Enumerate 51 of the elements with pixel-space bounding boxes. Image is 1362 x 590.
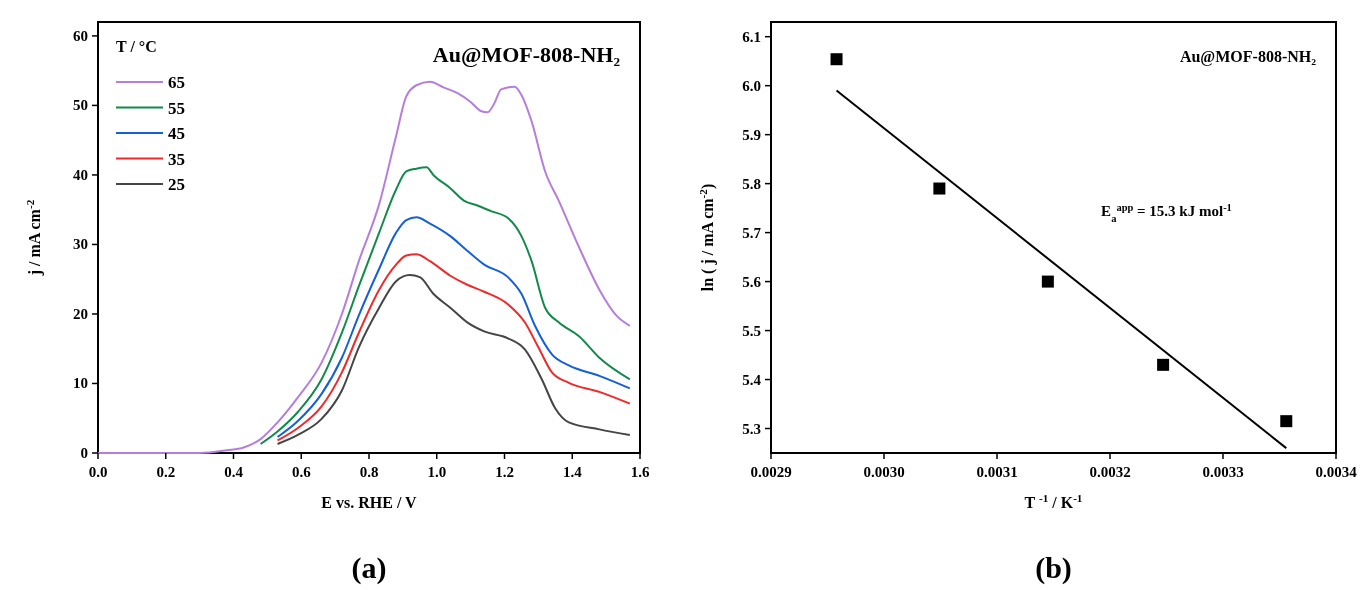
point [1041, 275, 1054, 288]
x-tick-label: 0.0034 [1315, 464, 1358, 480]
y-tick-label: 5.7 [742, 224, 762, 241]
x-tick-label: 0.6 [291, 464, 312, 480]
annotation: E$_{a}$$^{app}$ = 15.3 kJ mol$^{-1}$ [1101, 201, 1232, 224]
text: Au@MOF-808-NH₂ [1179, 48, 1317, 66]
legend-label: 55 [168, 98, 185, 118]
text: (a) [351, 551, 387, 585]
x-tick-label: 1.4 [562, 464, 583, 480]
y-tick-label: 30 [73, 236, 88, 253]
legend-label: 35 [168, 149, 185, 169]
y-tick-label: 5.8 [742, 175, 761, 192]
y-tick-label: 10 [73, 375, 88, 392]
x-tick-label: 0.0 [88, 464, 108, 480]
x-tick-label: 0.8 [359, 464, 379, 480]
point [933, 182, 946, 195]
legend-label: 65 [168, 73, 185, 92]
line-series [259, 166, 631, 445]
y-tick-label: 60 [73, 27, 88, 44]
y-tick-label: 6.0 [742, 77, 761, 94]
x-tick-label: 0.0031 [976, 464, 1018, 480]
y-tick-label: 20 [73, 305, 88, 322]
x-tick-label: 0.2 [156, 464, 176, 480]
x-tick-label: 1.2 [495, 464, 514, 480]
y-tick-label: 5.6 [742, 273, 762, 290]
point [1280, 415, 1293, 428]
y-tick-label: 5.9 [742, 126, 761, 143]
x-tick-label: 0.0032 [1089, 464, 1131, 480]
text: Au@MOF-808-NH₂ [432, 42, 621, 67]
legend-label: 45 [168, 124, 185, 143]
x-axis-title: T $^{-1}$ / K$^{-1}$ [1024, 492, 1083, 511]
legend-title: T / °C [116, 38, 157, 55]
y-tick-label: 5.5 [742, 322, 761, 339]
x-tick-label: 0.0029 [750, 464, 792, 480]
x-tick-label: 0.0030 [863, 464, 905, 480]
x-tick-label: 1.0 [427, 464, 447, 480]
point [830, 53, 843, 66]
y-tick-label: 50 [73, 97, 88, 114]
y-tick-label: 5.3 [742, 420, 761, 437]
x-axis-title: E vs. RHE / V [321, 494, 418, 511]
y-tick-label: 0 [80, 445, 88, 461]
line-series [276, 216, 631, 439]
text: (b) [1035, 551, 1072, 585]
legend-label: 25 [168, 175, 185, 194]
x-tick-label: 1.6 [630, 464, 650, 480]
x-tick-label: 0.0033 [1202, 464, 1244, 480]
y-tick-label: 40 [73, 166, 88, 183]
x-tick-label: 0.4 [224, 464, 244, 480]
y-tick-label: 5.4 [742, 371, 762, 388]
y-tick-label: 6.1 [742, 28, 761, 45]
point [1157, 358, 1170, 371]
